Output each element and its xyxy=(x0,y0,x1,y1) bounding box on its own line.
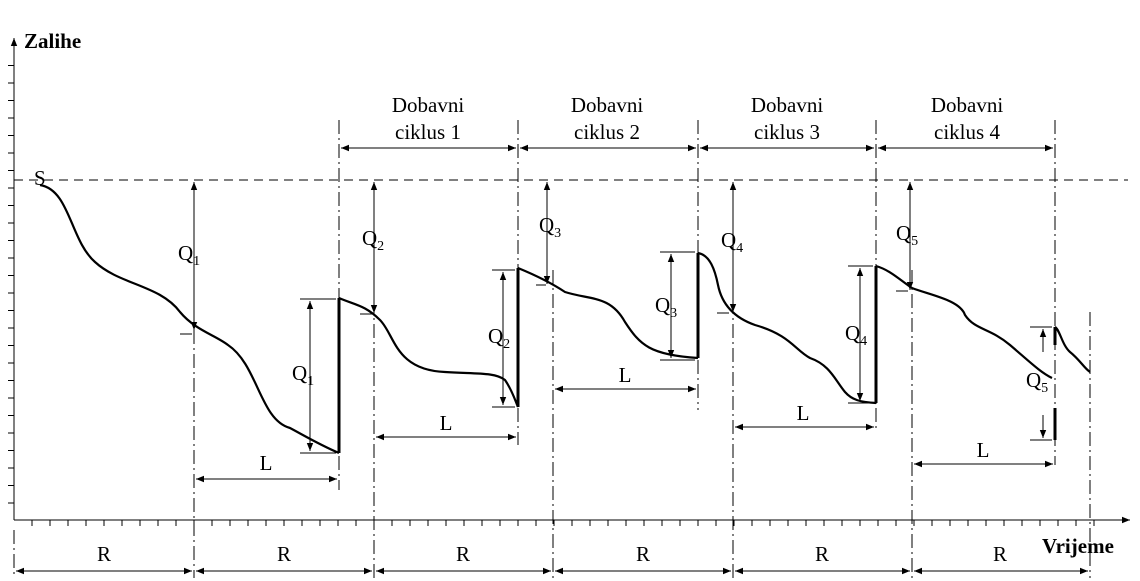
delivery-arrows xyxy=(300,251,1052,454)
review-lines xyxy=(13,270,1091,578)
order-arrows xyxy=(190,182,914,330)
s-level-label: S xyxy=(34,166,46,190)
cycle-2-title: Dobavni xyxy=(571,93,643,117)
review-label-5: R xyxy=(815,542,829,566)
inventory-curve xyxy=(39,183,1091,455)
review-label-4: R xyxy=(636,542,650,566)
cycle-2-subtitle: ciklus 2 xyxy=(574,120,640,144)
q1-delivery-label: Q1 xyxy=(292,361,314,389)
q5-delivery-label: Q5 xyxy=(1026,368,1048,396)
cycle-1-subtitle: ciklus 1 xyxy=(395,120,461,144)
q5-order-label: Q5 xyxy=(896,221,918,249)
replenishment-jumps xyxy=(337,253,1057,453)
q3-delivery-label: Q3 xyxy=(655,293,677,321)
q2-order-label: Q2 xyxy=(362,226,384,254)
cycle-3-subtitle: ciklus 3 xyxy=(754,120,820,144)
y-axis-label: Zalihe xyxy=(24,29,81,53)
order-point-ticks xyxy=(180,284,908,335)
lead-time-label-4: L xyxy=(797,401,810,425)
lead-time-label-2: L xyxy=(440,411,453,435)
q4-order-label: Q4 xyxy=(721,228,743,256)
q2-delivery-label: Q2 xyxy=(488,324,510,352)
x-axis-ticks xyxy=(31,520,1095,526)
lead-time-label-3: L xyxy=(619,363,632,387)
lead-time-arrows xyxy=(196,385,1053,483)
lead-time-label-1: L xyxy=(260,451,273,475)
q4-delivery-label: Q4 xyxy=(845,321,867,349)
review-label-3: R xyxy=(456,542,470,566)
review-label-1: R xyxy=(97,542,111,566)
q1-order-label: Q1 xyxy=(178,241,200,269)
cycle-3-title: Dobavni xyxy=(751,93,823,117)
x-axis-label: Vrijeme xyxy=(1042,534,1114,558)
y-axis-ticks xyxy=(8,65,14,504)
cycle-4-title: Dobavni xyxy=(931,93,1003,117)
lead-time-label-5: L xyxy=(977,438,990,462)
review-label-6: R xyxy=(993,542,1007,566)
review-label-2: R xyxy=(277,542,291,566)
cycle-4-subtitle: ciklus 4 xyxy=(934,120,1000,144)
q3-order-label: Q3 xyxy=(539,213,561,241)
cycle-1-title: Dobavni xyxy=(392,93,464,117)
